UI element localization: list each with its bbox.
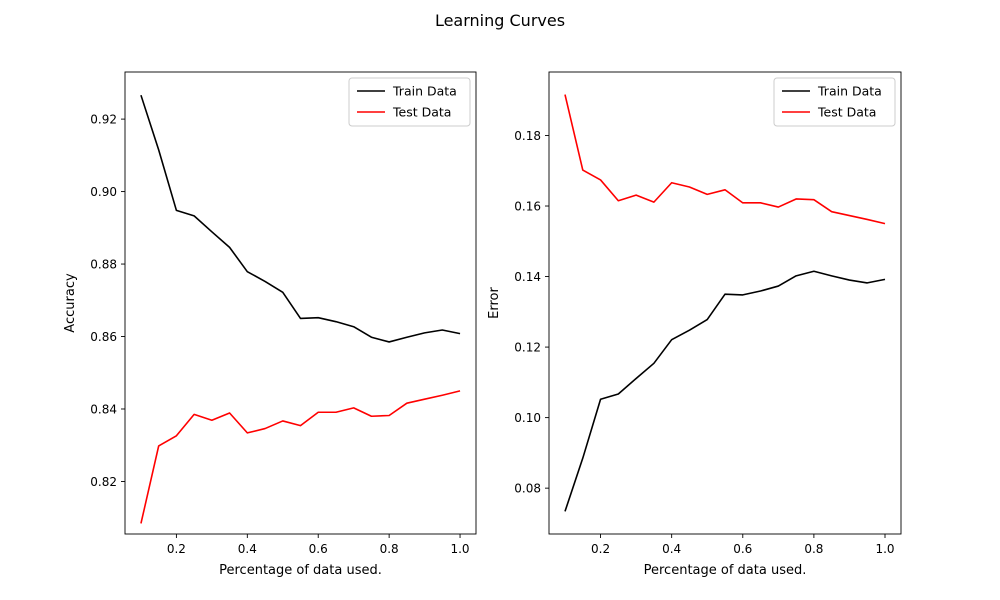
error-y-tick-label: 0.14 xyxy=(514,270,541,284)
accuracy-legend-box xyxy=(348,77,471,127)
error-x-tick-label: 1.0 xyxy=(875,542,894,556)
accuracy-series-line-train xyxy=(140,94,461,343)
error-chart: 0.2 0.4 0.6 0.8 1.0 0.08 0.10 0.12 0.14 0.16 0.18 P… xyxy=(487,71,902,578)
error-x-tick-label: 0.2 xyxy=(591,542,610,556)
accuracy-chart: 0.2 0.4 0.6 0.8 1.0 0.82 0.84 0.86 0.88 0.90 0.92 P… xyxy=(63,71,477,578)
accuracy-x-tick-label: 1.0 xyxy=(450,542,469,556)
error-x-tick-label: 0.6 xyxy=(733,542,752,556)
error-y-tick-label: 0.18 xyxy=(514,129,541,143)
error-legend: Train Data Test Data xyxy=(773,77,896,127)
error-legend-label-train: Train Data xyxy=(817,84,882,99)
accuracy-y-tick-label: 0.84 xyxy=(90,402,117,416)
accuracy-x-tick-label: 0.6 xyxy=(309,542,328,556)
accuracy-series-line-test xyxy=(140,390,461,524)
accuracy-y-tick-label: 0.82 xyxy=(90,475,117,489)
accuracy-axes-frame xyxy=(124,71,477,535)
accuracy-x-tick-label: 0.2 xyxy=(167,542,186,556)
figure-title: Learning Curves xyxy=(435,11,565,30)
error-series-line-test xyxy=(564,94,886,225)
accuracy-y-tick-label: 0.90 xyxy=(90,185,117,199)
error-y-axis-label: Error xyxy=(487,287,502,319)
accuracy-legend: Train Data Test Data xyxy=(348,77,471,127)
error-y-tick-label: 0.16 xyxy=(514,200,541,214)
error-x-axis-label: Percentage of data used. xyxy=(644,563,807,578)
accuracy-x-tick-label: 0.4 xyxy=(238,542,257,556)
error-legend-box xyxy=(773,77,896,127)
accuracy-y-tick-label: 0.86 xyxy=(90,330,117,344)
accuracy-y-axis-label: Accuracy xyxy=(63,273,78,333)
accuracy-x-tick-label: 0.8 xyxy=(380,542,399,556)
error-x-tick-label: 0.8 xyxy=(804,542,823,556)
accuracy-legend-label-test: Test Data xyxy=(392,105,451,120)
error-y-tick-label: 0.12 xyxy=(514,341,541,355)
error-y-tick-label: 0.08 xyxy=(514,482,541,496)
error-axes-frame xyxy=(548,71,902,535)
error-y-tick-label: 0.10 xyxy=(514,411,541,425)
error-legend-label-test: Test Data xyxy=(817,105,876,120)
accuracy-x-axis-label: Percentage of data used. xyxy=(219,563,382,578)
error-series-line-train xyxy=(564,270,886,512)
accuracy-y-tick-label: 0.92 xyxy=(90,113,117,127)
error-x-tick-label: 0.4 xyxy=(662,542,681,556)
accuracy-legend-label-train: Train Data xyxy=(392,84,457,99)
accuracy-y-tick-label: 0.88 xyxy=(90,258,117,272)
